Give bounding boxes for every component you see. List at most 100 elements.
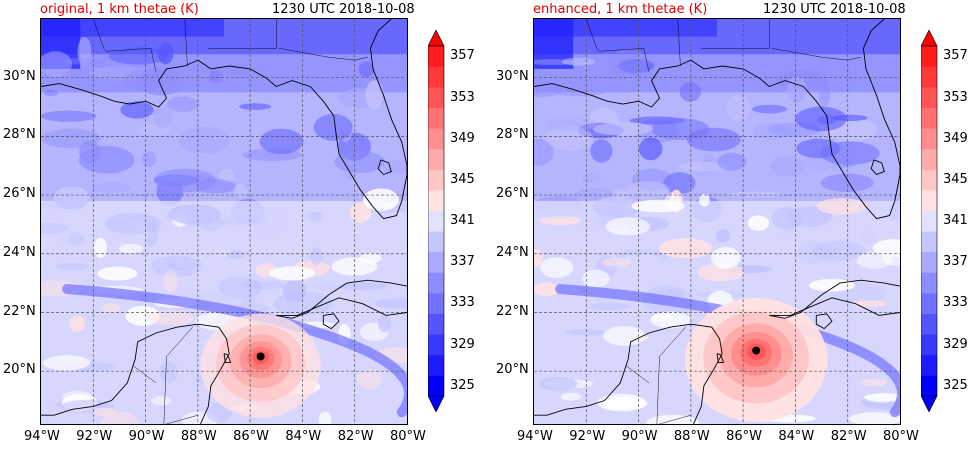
colorbar-segment [921,354,937,376]
longitude-tick-label: 94°W [24,429,60,444]
political-borders [93,19,368,424]
colorbar-tick-label: 333 [450,295,475,311]
longitude-tick-label: 90°W [621,429,658,444]
longitude-tick-label: 92°W [76,429,113,444]
colorbar-tick-label: 337 [450,254,475,270]
colorbar-segment [921,148,937,170]
coastlines [41,19,407,424]
panel-title-field: original, 1 km thetae (K) [40,2,199,17]
colorbar-segment [921,169,937,191]
colorbar-segment [921,66,937,88]
colorbar-tick-label: 353 [943,89,968,105]
panel-title-field: enhanced, 1 km thetae (K) [533,2,708,17]
panel-title-time: 1230 UTC 2018-10-08 [272,2,415,17]
colorbar-segment [921,107,937,129]
low-thetae-region [534,19,900,93]
colorbar-tick-label: 333 [943,295,968,311]
latitude-tick-label: 24°N [3,244,36,260]
colorbar-extend-max [920,29,938,47]
longitude-tick-label: 84°W [285,429,322,444]
longitude-tick-label: 92°W [569,429,606,444]
longitude-tick-label: 90°W [128,429,165,444]
colorbar-segment [428,190,444,212]
colorbar-segment [428,354,444,376]
colorbar-segment [428,293,444,314]
hurricane-warm-core [684,297,828,422]
colorbar-segment [428,169,444,191]
colorbar-segment [428,107,444,129]
colorbar-tick-label: 325 [943,377,968,393]
latitude-tick-label: 28°N [3,127,36,143]
gridlines [534,19,900,424]
hurricane-warm-core [200,313,321,418]
latitude-tick-label: 22°N [3,303,36,319]
longitude-tick-label: 94°W [517,429,553,444]
storm-center-marker [752,346,761,355]
colorbar-segment [921,231,937,253]
colorbar-segment [428,272,444,294]
colorbar-tick-label: 329 [943,336,968,352]
colorbar-tick-label: 345 [450,171,475,187]
latitude-tick-label: 22°N [496,303,529,319]
colorbar-tick-label: 337 [943,254,968,270]
longitude-tick-label: 88°W [673,429,710,444]
colorbar-segment [921,210,937,232]
colorbar-segment [428,251,444,273]
colorbar-tick-label: 325 [450,377,475,393]
colorbar-segment [428,87,444,109]
thetae-field-plot [41,19,407,424]
colorbar-segment [428,148,444,170]
colorbar-segment [921,375,937,397]
thetae-map [40,18,408,425]
colorbar-tick-label: 349 [450,130,475,146]
colorbar-segment [921,313,937,335]
colorbar-segment [428,231,444,253]
storm-center-marker [256,352,265,361]
colorbar-segment [921,128,937,150]
colorbar-segment [428,210,444,232]
latitude-tick-label: 26°N [3,186,36,202]
colorbar-segment [428,375,444,397]
colorbar-segment [921,46,937,67]
colorbar-scale [920,29,938,413]
latitude-tick-label: 24°N [496,244,529,260]
colorbar-segment [428,66,444,88]
political-borders [586,19,861,424]
colorbar-extend-min [920,395,938,413]
latitude-tick-label: 28°N [496,127,529,143]
colorbar [427,29,448,416]
colorbar-extend-min [427,395,445,413]
colorbar-segment [921,251,937,273]
latitude-tick-label: 26°N [496,186,529,202]
colorbar-tick-label: 345 [943,171,968,187]
longitude-tick-label: 82°W [337,429,374,444]
colorbar-tick-label: 353 [450,89,475,105]
colorbar-segment [921,87,937,109]
gridlines [41,19,407,424]
colorbar-segment [428,313,444,335]
longitude-tick-label: 80°W [390,429,426,444]
colorbar [920,29,941,416]
latitude-tick-label: 30°N [3,68,36,84]
longitude-tick-label: 86°W [726,429,762,444]
coastlines [534,19,900,424]
thetae-map [533,18,901,425]
colorbar-segment [428,128,444,150]
colorbar-extend-max [427,29,445,47]
colorbar-tick-label: 329 [450,336,475,352]
colorbar-segment [921,334,937,356]
colorbar-tick-label: 357 [450,48,475,64]
low-thetae-region [41,19,407,93]
colorbar-tick-label: 349 [943,130,968,146]
longitude-tick-label: 88°W [180,429,217,444]
colorbar-scale [427,29,445,413]
latitude-tick-label: 20°N [496,362,529,378]
colorbar-tick-label: 341 [943,213,968,228]
colorbar-segment [921,272,937,294]
colorbar-tick-label: 341 [450,213,475,228]
colorbar-segment [921,190,937,212]
longitude-tick-label: 86°W [233,429,269,444]
latitude-tick-label: 20°N [3,362,36,378]
longitude-tick-label: 80°W [883,429,919,444]
latitude-tick-label: 30°N [496,68,529,84]
